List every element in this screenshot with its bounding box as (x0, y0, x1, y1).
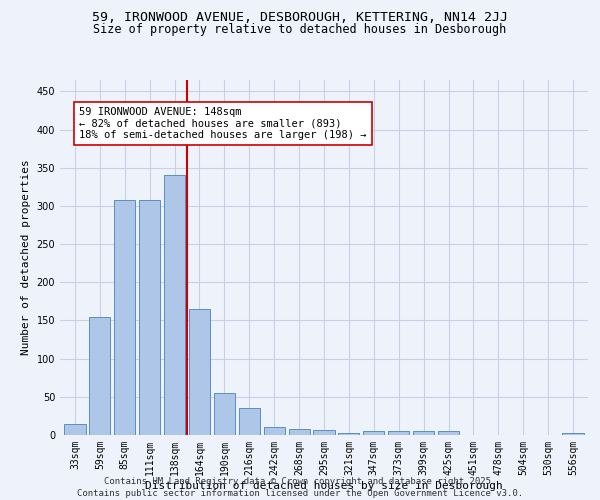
Bar (214, 393, 235, 435)
Bar (114, 200, 136, 435)
Bar (139, 200, 160, 435)
Bar (562, 432, 584, 435)
Text: Size of property relative to detached houses in Desborough: Size of property relative to detached ho… (94, 22, 506, 36)
X-axis label: Distribution of detached houses by size in Desborough: Distribution of detached houses by size … (145, 480, 503, 490)
Bar (313, 430, 335, 435)
Bar (164, 176, 185, 435)
Bar (189, 309, 210, 435)
Bar (289, 429, 310, 435)
Bar (89, 316, 110, 435)
Text: 59 IRONWOOD AVENUE: 148sqm
← 82% of detached houses are smaller (893)
18% of sem: 59 IRONWOOD AVENUE: 148sqm ← 82% of deta… (79, 106, 367, 140)
Bar (438, 431, 459, 435)
Bar (413, 431, 434, 435)
Text: Contains HM Land Registry data © Crown copyright and database right 2025.
Contai: Contains HM Land Registry data © Crown c… (77, 476, 523, 498)
Text: 59, IRONWOOD AVENUE, DESBOROUGH, KETTERING, NN14 2JJ: 59, IRONWOOD AVENUE, DESBOROUGH, KETTERI… (92, 11, 508, 24)
Bar (363, 431, 385, 435)
Bar (263, 428, 285, 435)
Bar (64, 424, 86, 435)
Bar (338, 432, 359, 435)
Bar (388, 431, 409, 435)
Bar (239, 408, 260, 435)
Y-axis label: Number of detached properties: Number of detached properties (21, 160, 31, 356)
